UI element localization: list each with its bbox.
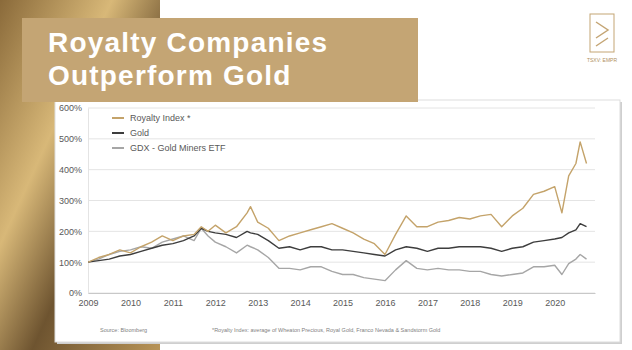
x-tick: 2013 bbox=[248, 293, 268, 308]
legend: Royalty Index * Gold GDX - Gold Miners ETF bbox=[112, 113, 226, 153]
x-tick: 2010 bbox=[121, 293, 141, 308]
x-tick-label: 2012 bbox=[206, 298, 226, 308]
x-tick: 2017 bbox=[418, 293, 438, 308]
x-tick-label: 2016 bbox=[375, 298, 395, 308]
y-tick-label: 400% bbox=[59, 165, 82, 175]
x-tick: 2016 bbox=[375, 293, 395, 308]
y-axis-line bbox=[88, 109, 89, 294]
y-tick: 0% bbox=[69, 288, 88, 298]
logo-frame bbox=[590, 14, 614, 52]
y-tick: 100% bbox=[59, 258, 88, 268]
x-tick: 2018 bbox=[460, 293, 480, 308]
y-tick-label: 300% bbox=[59, 196, 82, 206]
x-tick: 2012 bbox=[206, 293, 226, 308]
x-tick: 2011 bbox=[164, 293, 183, 308]
grid-line bbox=[88, 262, 595, 263]
y-tick-label: 600% bbox=[59, 103, 82, 113]
grid-line bbox=[88, 138, 595, 139]
x-tick-label: 2018 bbox=[460, 298, 480, 308]
logo-mark bbox=[596, 22, 608, 46]
grid-line bbox=[88, 108, 595, 109]
title-box bbox=[22, 18, 418, 102]
grid-line bbox=[88, 231, 595, 232]
x-tick: 2019 bbox=[503, 293, 523, 308]
x-tick: 2014 bbox=[291, 293, 311, 308]
x-tick: 2009 bbox=[78, 293, 98, 308]
x-axis: 2009 2010 2011 2012 2013 2014 2015 2016 2017 2018… bbox=[78, 293, 595, 308]
y-tick: 200% bbox=[59, 227, 88, 237]
logo-text: TSXV: EMPR bbox=[587, 57, 617, 63]
x-tick: 2015 bbox=[333, 293, 353, 308]
chart-title: Royalty CompaniesOutperform Gold bbox=[48, 27, 328, 91]
x-tick-label: 2011 bbox=[164, 298, 183, 308]
y-tick: 500% bbox=[59, 134, 88, 144]
y-axis: 0% 100% 200% 300% 400% 500% 600% bbox=[59, 103, 89, 298]
x-tick-label: 2020 bbox=[545, 298, 565, 308]
series-line bbox=[88, 224, 587, 263]
y-tick: 300% bbox=[59, 196, 88, 206]
legend-label: Gold bbox=[130, 128, 149, 138]
grid-line bbox=[88, 169, 595, 170]
slide: Royalty CompaniesOutperform Gold TSXV: EM… bbox=[0, 0, 632, 350]
grid-line bbox=[88, 200, 595, 201]
lines bbox=[88, 142, 587, 281]
x-tick-label: 2014 bbox=[291, 298, 311, 308]
x-tick-label: 2010 bbox=[121, 298, 141, 308]
y-tick-label: 500% bbox=[59, 134, 82, 144]
legend-swatch bbox=[112, 132, 124, 134]
y-tick: 400% bbox=[59, 165, 88, 175]
x-tick-label: 2013 bbox=[248, 298, 268, 308]
legend-swatch bbox=[112, 147, 124, 149]
x-tick: 2020 bbox=[545, 293, 565, 308]
y-tick: 600% bbox=[59, 103, 88, 113]
x-tick-label: 2019 bbox=[503, 298, 523, 308]
logo: TSXV: EMPR bbox=[587, 14, 617, 63]
x-tick-label: 2015 bbox=[333, 298, 353, 308]
legend-label: Royalty Index * bbox=[130, 113, 191, 123]
footnote: *Royalty Index: average of Wheaton Preci… bbox=[212, 327, 440, 333]
series-line bbox=[88, 142, 587, 262]
x-tick-label: 2009 bbox=[78, 298, 98, 308]
y-tick-label: 0% bbox=[69, 288, 82, 298]
chart-panel bbox=[55, 100, 620, 342]
y-tick-label: 200% bbox=[59, 227, 82, 237]
x-axis-line bbox=[89, 293, 596, 294]
y-tick-label: 100% bbox=[59, 258, 82, 268]
legend-label: GDX - Gold Miners ETF bbox=[130, 143, 226, 153]
x-tick-label: 2017 bbox=[418, 298, 438, 308]
grid bbox=[88, 108, 595, 293]
legend-swatch bbox=[112, 117, 124, 119]
grid-line bbox=[88, 293, 595, 294]
source-note: Source: Bloomberg bbox=[100, 327, 147, 333]
